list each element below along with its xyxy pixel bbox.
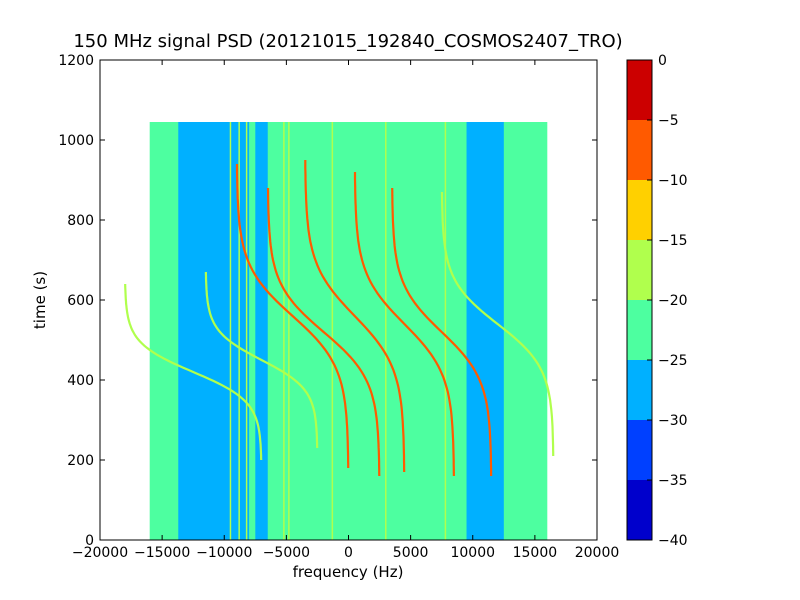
heatmap-layer: [124, 122, 555, 540]
colorbar-segment: [627, 240, 652, 300]
doppler-trace: [353, 172, 455, 477]
colorbar-tick-label: −5: [658, 113, 679, 129]
y-tick-label: 800: [67, 213, 94, 229]
colorbar-segment: [627, 420, 652, 480]
colorbar-tick-label: −10: [658, 173, 688, 189]
colorbar-tick-label: 0: [658, 53, 667, 69]
colorbar-segment: [627, 360, 652, 420]
x-tick-label: −10000: [196, 545, 252, 561]
y-axis: 0 200 400 600 800 1000 1200: [58, 53, 597, 549]
y-tick-label: 600: [67, 293, 94, 309]
y-tick-label: 400: [67, 373, 94, 389]
low-noise-band: [466, 122, 504, 540]
colorbar-tick-label: −40: [658, 533, 688, 549]
x-tick-label: 15000: [513, 545, 558, 561]
x-tick-label: 10000: [450, 545, 495, 561]
colorbar-segment: [627, 300, 652, 360]
doppler-trace: [124, 284, 263, 461]
x-tick-label: 0: [344, 545, 353, 561]
x-tick-label: −5000: [263, 545, 310, 561]
colorbar-tick-label: −15: [658, 233, 688, 249]
colorbar-tick-label: −20: [658, 293, 688, 309]
x-tick-label: 5000: [393, 545, 429, 561]
doppler-trace: [304, 160, 406, 473]
x-axis-label: frequency (Hz): [293, 563, 404, 581]
y-tick-label: 1200: [58, 53, 94, 69]
doppler-trace: [235, 164, 350, 468]
y-tick-label: 0: [85, 533, 94, 549]
y-tick-label: 1000: [58, 133, 94, 149]
colorbar-tick-label: −30: [658, 413, 688, 429]
x-tick-label: 20000: [575, 545, 620, 561]
doppler-trace: [266, 187, 381, 477]
colorbar-segment: [627, 120, 652, 180]
doppler-trace: [204, 272, 319, 449]
colorbar-segment: [627, 180, 652, 240]
x-axis: −20000 −15000 −10000 −5000 0 5000 10000 15000 20…: [72, 60, 619, 561]
y-tick-label: 200: [67, 453, 94, 469]
colorbar-segment: [627, 60, 652, 120]
x-tick-label: −20000: [72, 545, 128, 561]
colorbar: 0 −5 −10 −15 −20 −25 −30 −35 −40: [626, 53, 688, 549]
colorbar-tick-label: −35: [658, 473, 688, 489]
doppler-trace: [391, 187, 493, 476]
y-axis-label: time (s): [31, 271, 49, 329]
colorbar-tick-label: −25: [658, 353, 688, 369]
colorbar-segment: [627, 480, 652, 540]
low-noise-band: [255, 122, 268, 540]
x-tick-label: −15000: [134, 545, 190, 561]
chart-title: 150 MHz signal PSD (20121015_192840_COSM…: [73, 31, 622, 52]
doppler-trace: [440, 192, 555, 456]
